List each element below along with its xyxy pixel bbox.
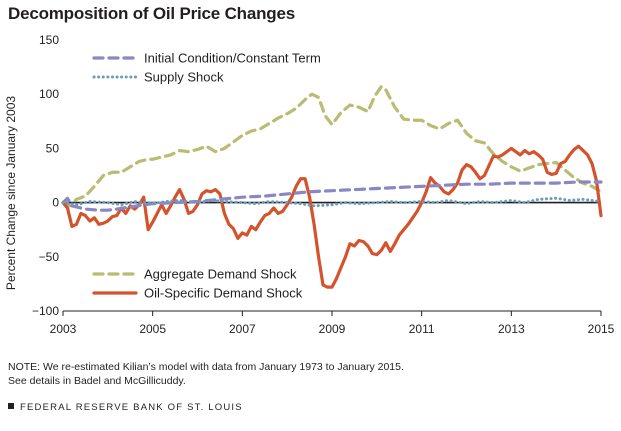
y-tick-label: 100 bbox=[39, 87, 59, 101]
note-line-2: See details in Badel and McGillicuddy. bbox=[8, 375, 186, 387]
legend-bottom-left: Aggregate Demand Shock Oil-Specific Deman… bbox=[92, 267, 303, 301]
legend-label: Initial Condition/Constant Term bbox=[144, 51, 321, 66]
x-tick-label: 2007 bbox=[229, 322, 256, 336]
x-tick-label: 2003 bbox=[50, 322, 77, 336]
legend-label: Aggregate Demand Shock bbox=[144, 267, 297, 282]
chart-title: Decomposition of Oil Price Changes bbox=[8, 4, 295, 23]
series-layer bbox=[61, 85, 603, 289]
x-tick-label: 2009 bbox=[319, 322, 346, 336]
source-square-icon bbox=[8, 403, 14, 409]
source-text: FEDERAL RESERVE BANK OF ST. LOUIS bbox=[20, 402, 243, 413]
line-chart: 150 100 50 0 −50 −100 2003 2005 2007 2009 2011 2013… bbox=[4, 33, 615, 336]
series-line-oil-specific-demand-shock bbox=[61, 144, 603, 289]
legend-top-left: Initial Condition/Constant Term Supply Sh… bbox=[92, 51, 321, 85]
series-line-aggregate-demand-shock bbox=[61, 85, 603, 208]
legend-layer: Initial Condition/Constant Term Supply Sh… bbox=[92, 51, 321, 301]
x-tick-label: 2011 bbox=[409, 322, 435, 336]
y-tick-label: −50 bbox=[39, 250, 60, 264]
y-tick-label: 0 bbox=[52, 196, 59, 210]
source-footer: FEDERAL RESERVE BANK OF ST. LOUIS bbox=[8, 402, 243, 413]
legend-label: Oil-Specific Demand Shock bbox=[144, 286, 303, 301]
x-tick-label: 2015 bbox=[588, 322, 615, 336]
y-tick-label: 150 bbox=[39, 33, 59, 47]
chart-note: NOTE: We re-estimated Kilian’s model wit… bbox=[8, 360, 608, 388]
series-line-supply-shock bbox=[61, 196, 603, 208]
note-line-1: NOTE: We re-estimated Kilian’s model wit… bbox=[8, 361, 404, 373]
x-tick-label: 2013 bbox=[498, 322, 525, 336]
series-line-initial-condition-constant-term bbox=[61, 180, 603, 212]
y-axis-label: Percent Change since January 2003 bbox=[4, 96, 18, 290]
legend-label: Supply Shock bbox=[144, 70, 224, 85]
x-tick-label: 2005 bbox=[139, 322, 166, 336]
y-tick-label: −100 bbox=[32, 304, 59, 318]
y-tick-label: 50 bbox=[46, 141, 60, 155]
